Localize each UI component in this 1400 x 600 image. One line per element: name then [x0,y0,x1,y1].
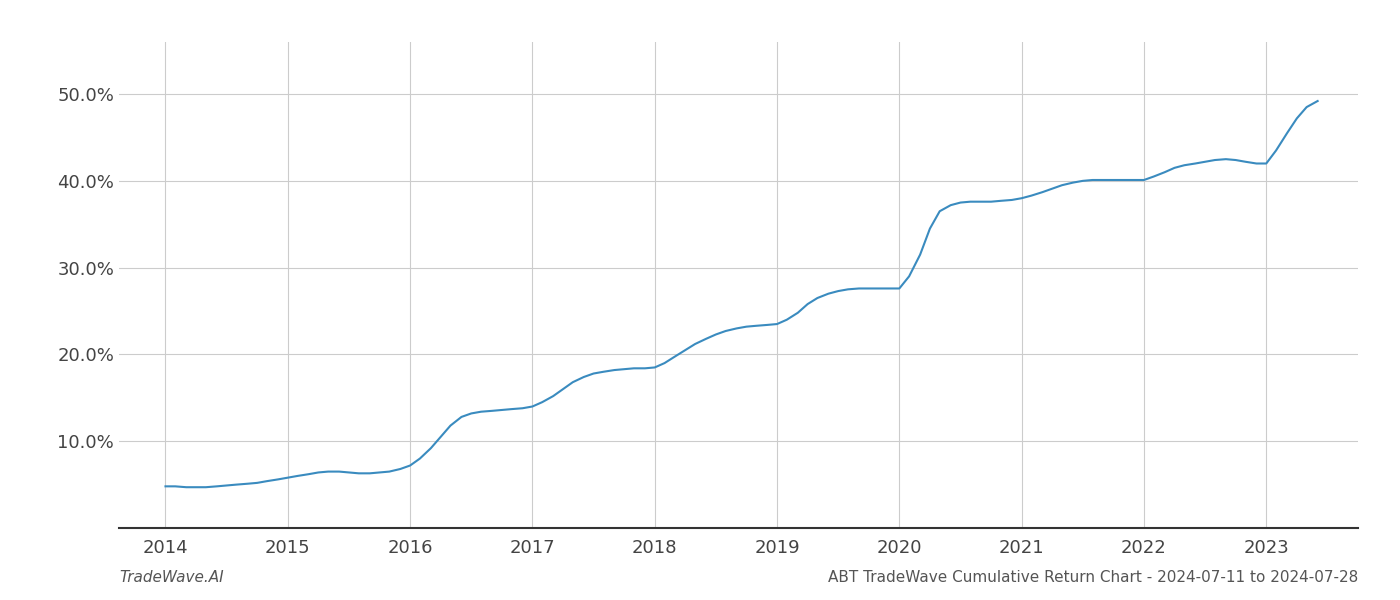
Text: TradeWave.AI: TradeWave.AI [119,570,224,585]
Text: ABT TradeWave Cumulative Return Chart - 2024-07-11 to 2024-07-28: ABT TradeWave Cumulative Return Chart - … [827,570,1358,585]
